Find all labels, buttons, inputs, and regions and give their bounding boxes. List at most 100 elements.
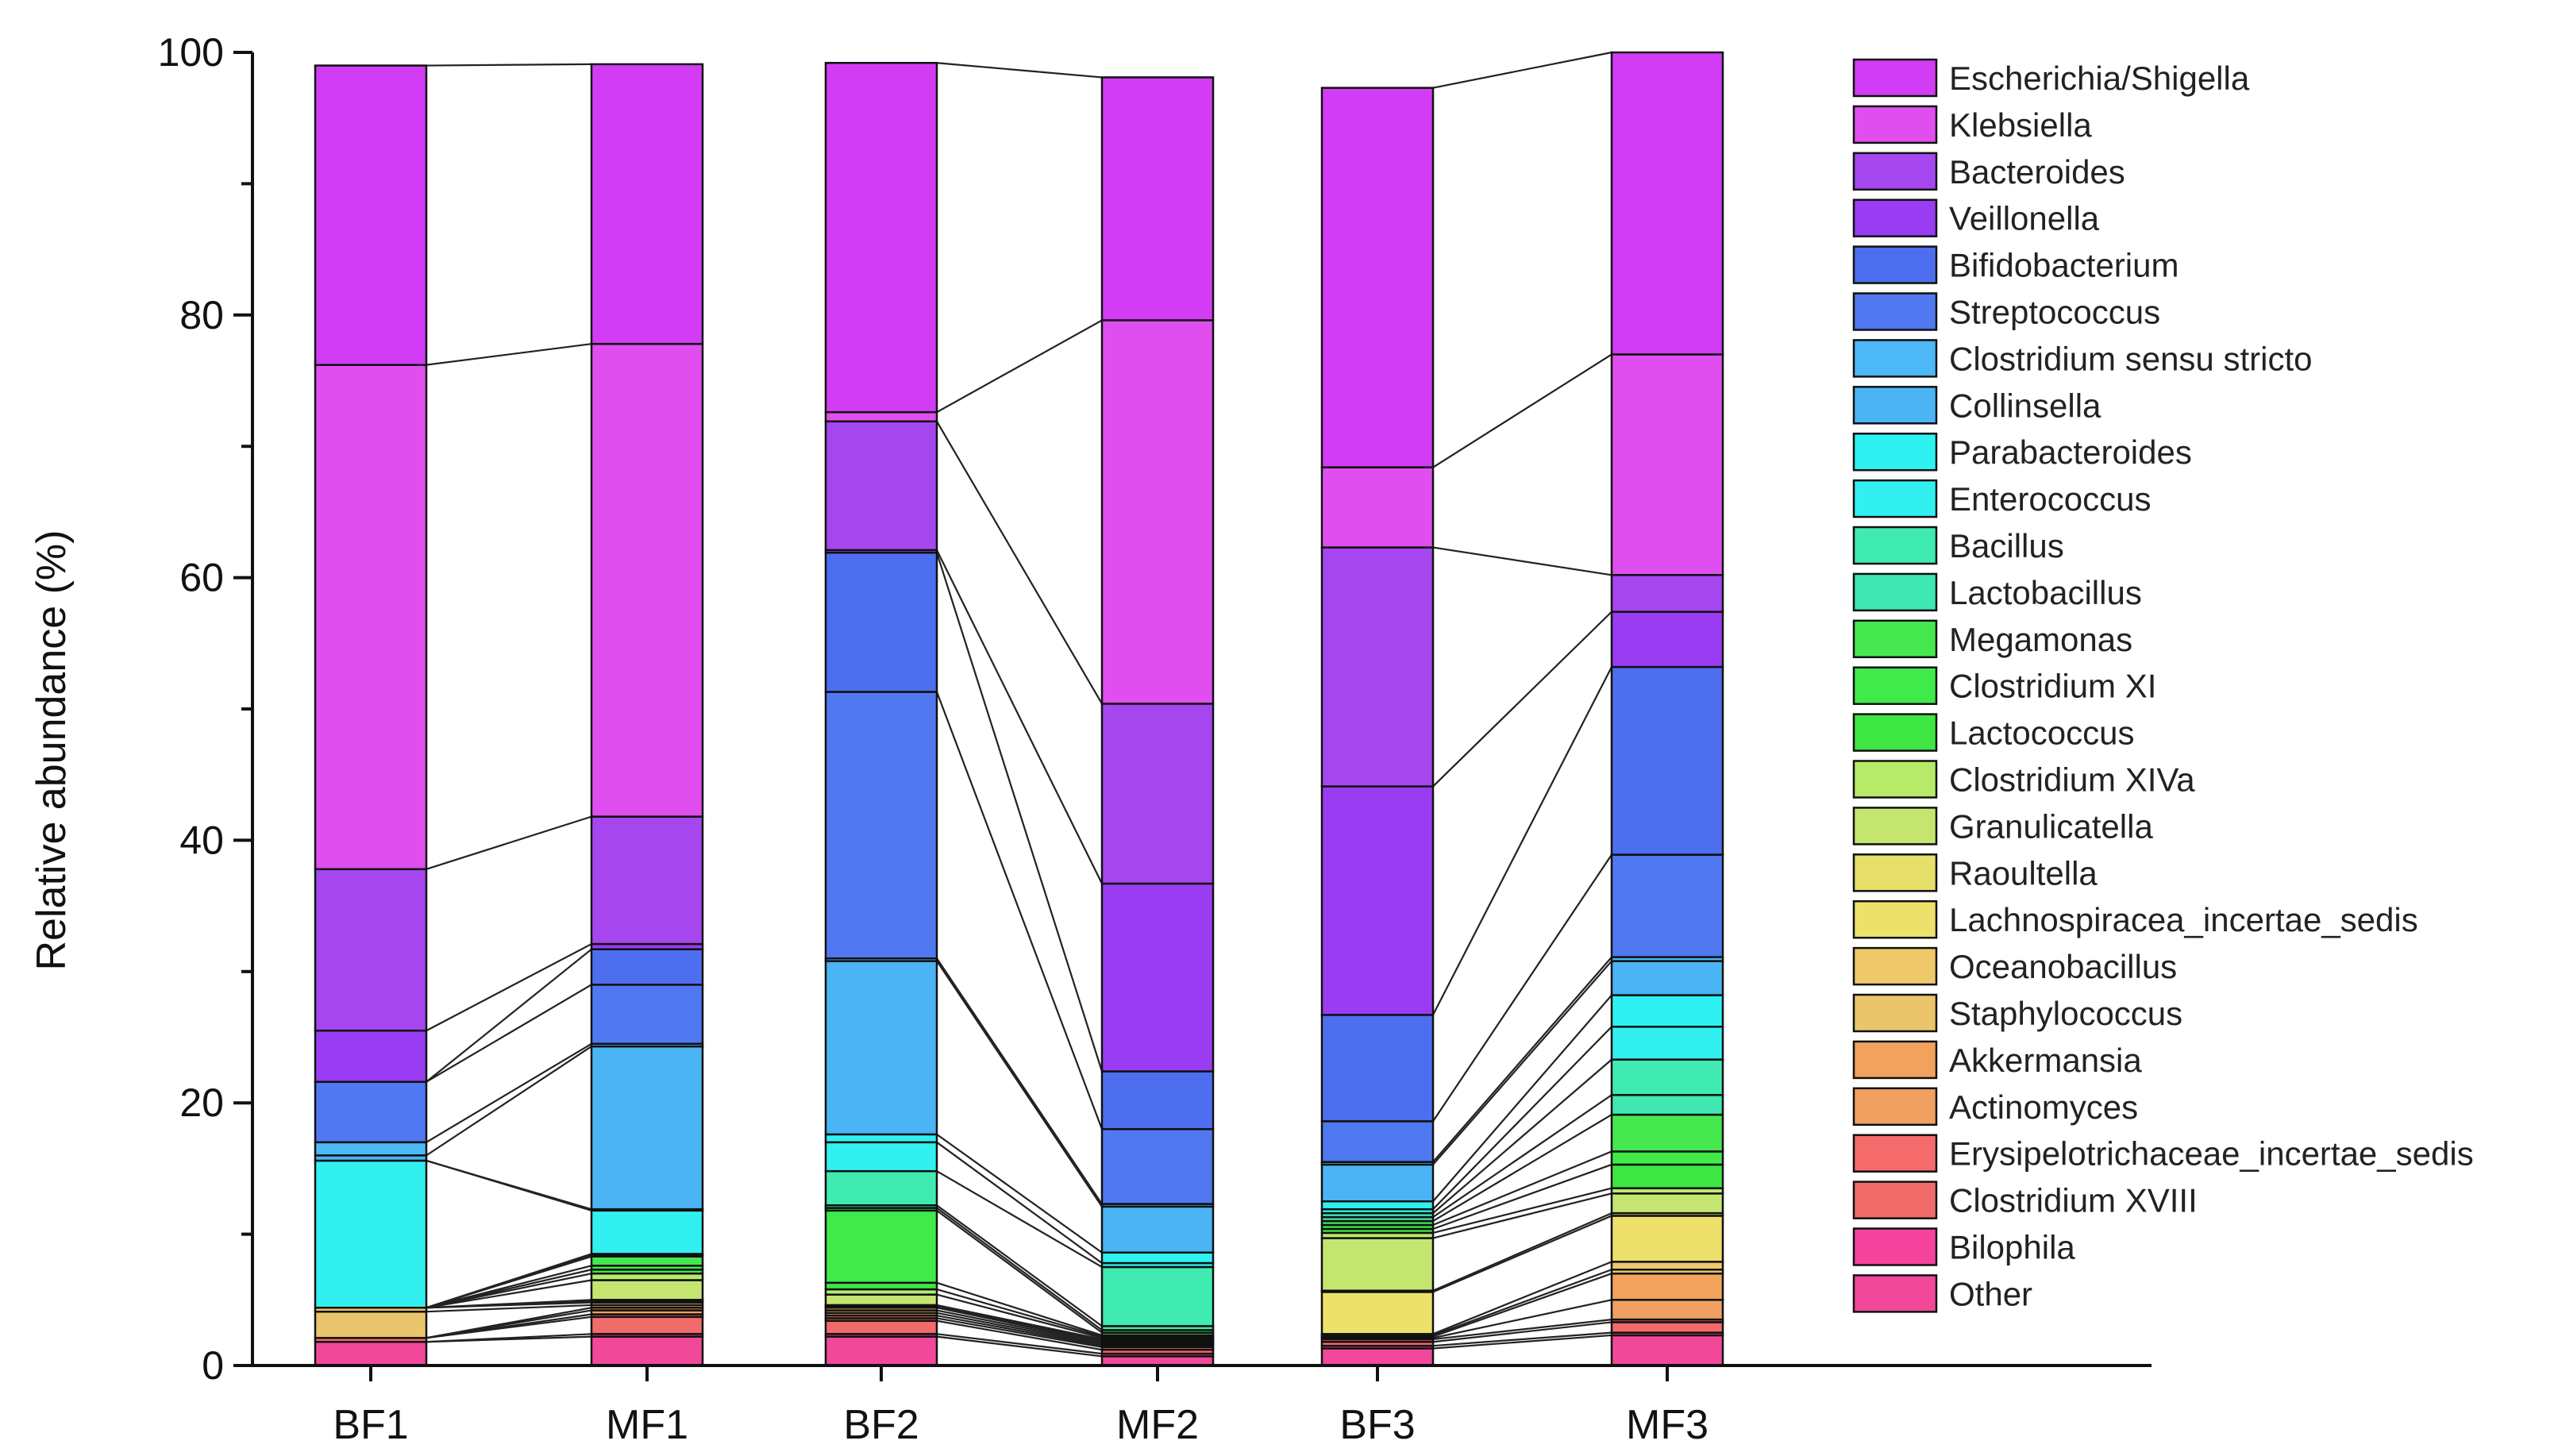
segment-mf2-bacillus	[1100, 1265, 1215, 1327]
connector-bacteroides	[1432, 546, 1612, 576]
segment-mf3-collinsella	[1610, 960, 1724, 996]
connector-clostridium-xi	[1432, 1150, 1612, 1227]
legend-item-clostridium-xviii: Clostridium XVIII	[1852, 1181, 2198, 1219]
legend-item-enterococcus: Enterococcus	[1852, 479, 2151, 518]
segment-bf2-granulicatella	[824, 1293, 938, 1307]
y-axis-title: Relative abundance (%)	[29, 530, 75, 971]
connector-clostridium-xi	[936, 1209, 1103, 1334]
legend-item-parabacteroides: Parabacteroides	[1852, 432, 2192, 472]
legend-swatch-parabacteroides	[1852, 432, 1938, 472]
segment-bf3-collinsella	[1320, 1163, 1435, 1203]
legend-item-actinomyces: Actinomyces	[1852, 1087, 2138, 1127]
connector-akkermansia	[1432, 1273, 1612, 1338]
legend-item-klebsiella: Klebsiella	[1852, 105, 2092, 144]
y-tick-label-0: 0	[202, 1343, 224, 1388]
connector-clostridium-sensu-stricto	[936, 957, 1103, 1205]
connector-bifidobacterium	[1432, 666, 1612, 1015]
segment-bf2-clostridium-xviii	[824, 1319, 938, 1335]
x-tick-label-bf1: BF1	[333, 1402, 408, 1448]
segment-bf3-streptococcus	[1320, 1120, 1435, 1163]
legend-label-akkermansia: Akkermansia	[1949, 1042, 2142, 1079]
legend-swatch-bilophila	[1852, 1227, 1938, 1266]
connector-bacillus	[426, 1253, 592, 1309]
segment-bf2-bacteroides	[824, 420, 938, 552]
connector-clostridium-xiva	[1432, 1187, 1612, 1235]
connector-erysipelotrichaceae-incertae-sedis	[936, 1317, 1103, 1348]
legend-label-veillonella: Veillonella	[1949, 200, 2100, 237]
segment-mf2-klebsiella	[1100, 319, 1215, 705]
segment-mf3-bacteroides	[1610, 574, 1724, 613]
connector-bacillus	[936, 1170, 1103, 1268]
legend-label-granulicatella: Granulicatella	[1949, 807, 2153, 845]
legend-item-other: Other	[1852, 1274, 2032, 1313]
segment-bf1-escherichia-shigella	[314, 64, 428, 366]
segment-mf1-enterococcus	[590, 1209, 704, 1255]
legend-swatch-bacillus	[1852, 526, 1938, 565]
segment-mf2-parabacteroides	[1100, 1251, 1215, 1265]
segment-mf3-lachnospiracea-incertae-sedis	[1610, 1215, 1724, 1263]
legend-label-bacillus: Bacillus	[1949, 527, 2064, 564]
legend-label-enterococcus: Enterococcus	[1949, 480, 2151, 518]
connectors-bf1-mf1	[426, 63, 592, 1343]
legend-label-klebsiella: Klebsiella	[1949, 106, 2092, 144]
segment-bf3-granulicatella	[1320, 1237, 1435, 1292]
connector-bilophila	[936, 1333, 1103, 1355]
connector-klebsiella	[936, 319, 1103, 414]
segment-bf3-lachnospiracea-incertae-sedis	[1320, 1291, 1435, 1335]
legend-swatch-erysipelotrichaceae-incertae-sedis	[1852, 1134, 1938, 1173]
segment-mf1-collinsella	[590, 1045, 704, 1211]
connector-escherichia-shigella	[936, 62, 1103, 79]
connector-lachnospiracea-incertae-sedis	[936, 1305, 1103, 1342]
segment-mf1-streptococcus	[590, 984, 704, 1046]
legend-label-lachnospiracea-incertae-sedis: Lachnospiracea_incertae_sedis	[1949, 901, 2418, 938]
connector-lachnospiracea-incertae-sedis	[1432, 1215, 1612, 1293]
segment-mf3-clostridium-xviii	[1610, 1321, 1724, 1334]
connector-veillonella	[426, 943, 592, 1032]
connector-escherichia-shigella	[426, 63, 592, 67]
connector-other	[1432, 1334, 1612, 1350]
segment-bf3-other	[1320, 1347, 1435, 1367]
segment-bf2-other	[824, 1335, 938, 1367]
segment-bf2-streptococcus	[824, 691, 938, 960]
connector-akkermansia	[426, 1307, 592, 1339]
legend-item-clostridium-xi: Clostridium XI	[1852, 666, 2156, 705]
segment-mf1-clostridium-xviii	[590, 1315, 704, 1335]
legend-swatch-actinomyces	[1852, 1087, 1938, 1127]
legend-label-streptococcus: Streptococcus	[1949, 294, 2160, 331]
segment-bf2-enterococcus	[824, 1141, 938, 1173]
connector-lactococcus	[936, 1281, 1103, 1337]
legend-label-parabacteroides: Parabacteroides	[1949, 433, 2192, 471]
connector-oceanobacillus	[936, 1307, 1103, 1343]
segment-mf2-escherichia-shigella	[1100, 76, 1215, 322]
segment-bf1-staphylococcus	[314, 1310, 428, 1339]
connector-other	[936, 1335, 1103, 1358]
legend-swatch-escherichia-shigella	[1852, 58, 1938, 98]
legend-label-lactococcus: Lactococcus	[1949, 715, 2134, 752]
bar-bf3	[1320, 87, 1435, 1367]
legend-item-granulicatella: Granulicatella	[1852, 807, 2153, 845]
legend-item-bilophila: Bilophila	[1852, 1227, 2075, 1266]
legend: Escherichia/Shigella Klebsiella Bacteroide…	[1852, 58, 2474, 1313]
legend-item-akkermansia: Akkermansia	[1852, 1040, 2142, 1080]
legend-swatch-collinsella	[1852, 386, 1938, 425]
legend-label-clostridium-xi: Clostridium XI	[1949, 668, 2156, 705]
segment-mf3-actinomyces	[1610, 1299, 1724, 1321]
connector-raoultella	[1432, 1212, 1612, 1292]
connector-clostridium-xviii	[1432, 1321, 1612, 1343]
legend-swatch-bacteroides	[1852, 152, 1938, 191]
segment-mf3-enterococcus	[1610, 1026, 1724, 1061]
segment-mf3-other	[1610, 1334, 1724, 1367]
segment-mf3-bifidobacterium	[1610, 665, 1724, 856]
legend-label-bilophila: Bilophila	[1949, 1229, 2075, 1266]
legend-label-bacteroides: Bacteroides	[1949, 153, 2125, 191]
legend-swatch-raoultella	[1852, 853, 1938, 892]
bar-mf1	[590, 63, 704, 1367]
legend-swatch-bifidobacterium	[1852, 245, 1938, 284]
legend-swatch-clostridium-sensu-stricto	[1852, 339, 1938, 378]
x-tick-label-mf1: MF1	[606, 1402, 688, 1448]
legend-label-collinsella: Collinsella	[1949, 387, 2101, 424]
segment-mf1-megamonas	[590, 1255, 704, 1267]
legend-label-bifidobacterium: Bifidobacterium	[1949, 247, 2179, 284]
connector-clostridium-xi	[426, 1265, 592, 1309]
connector-granulicatella	[1432, 1192, 1612, 1239]
